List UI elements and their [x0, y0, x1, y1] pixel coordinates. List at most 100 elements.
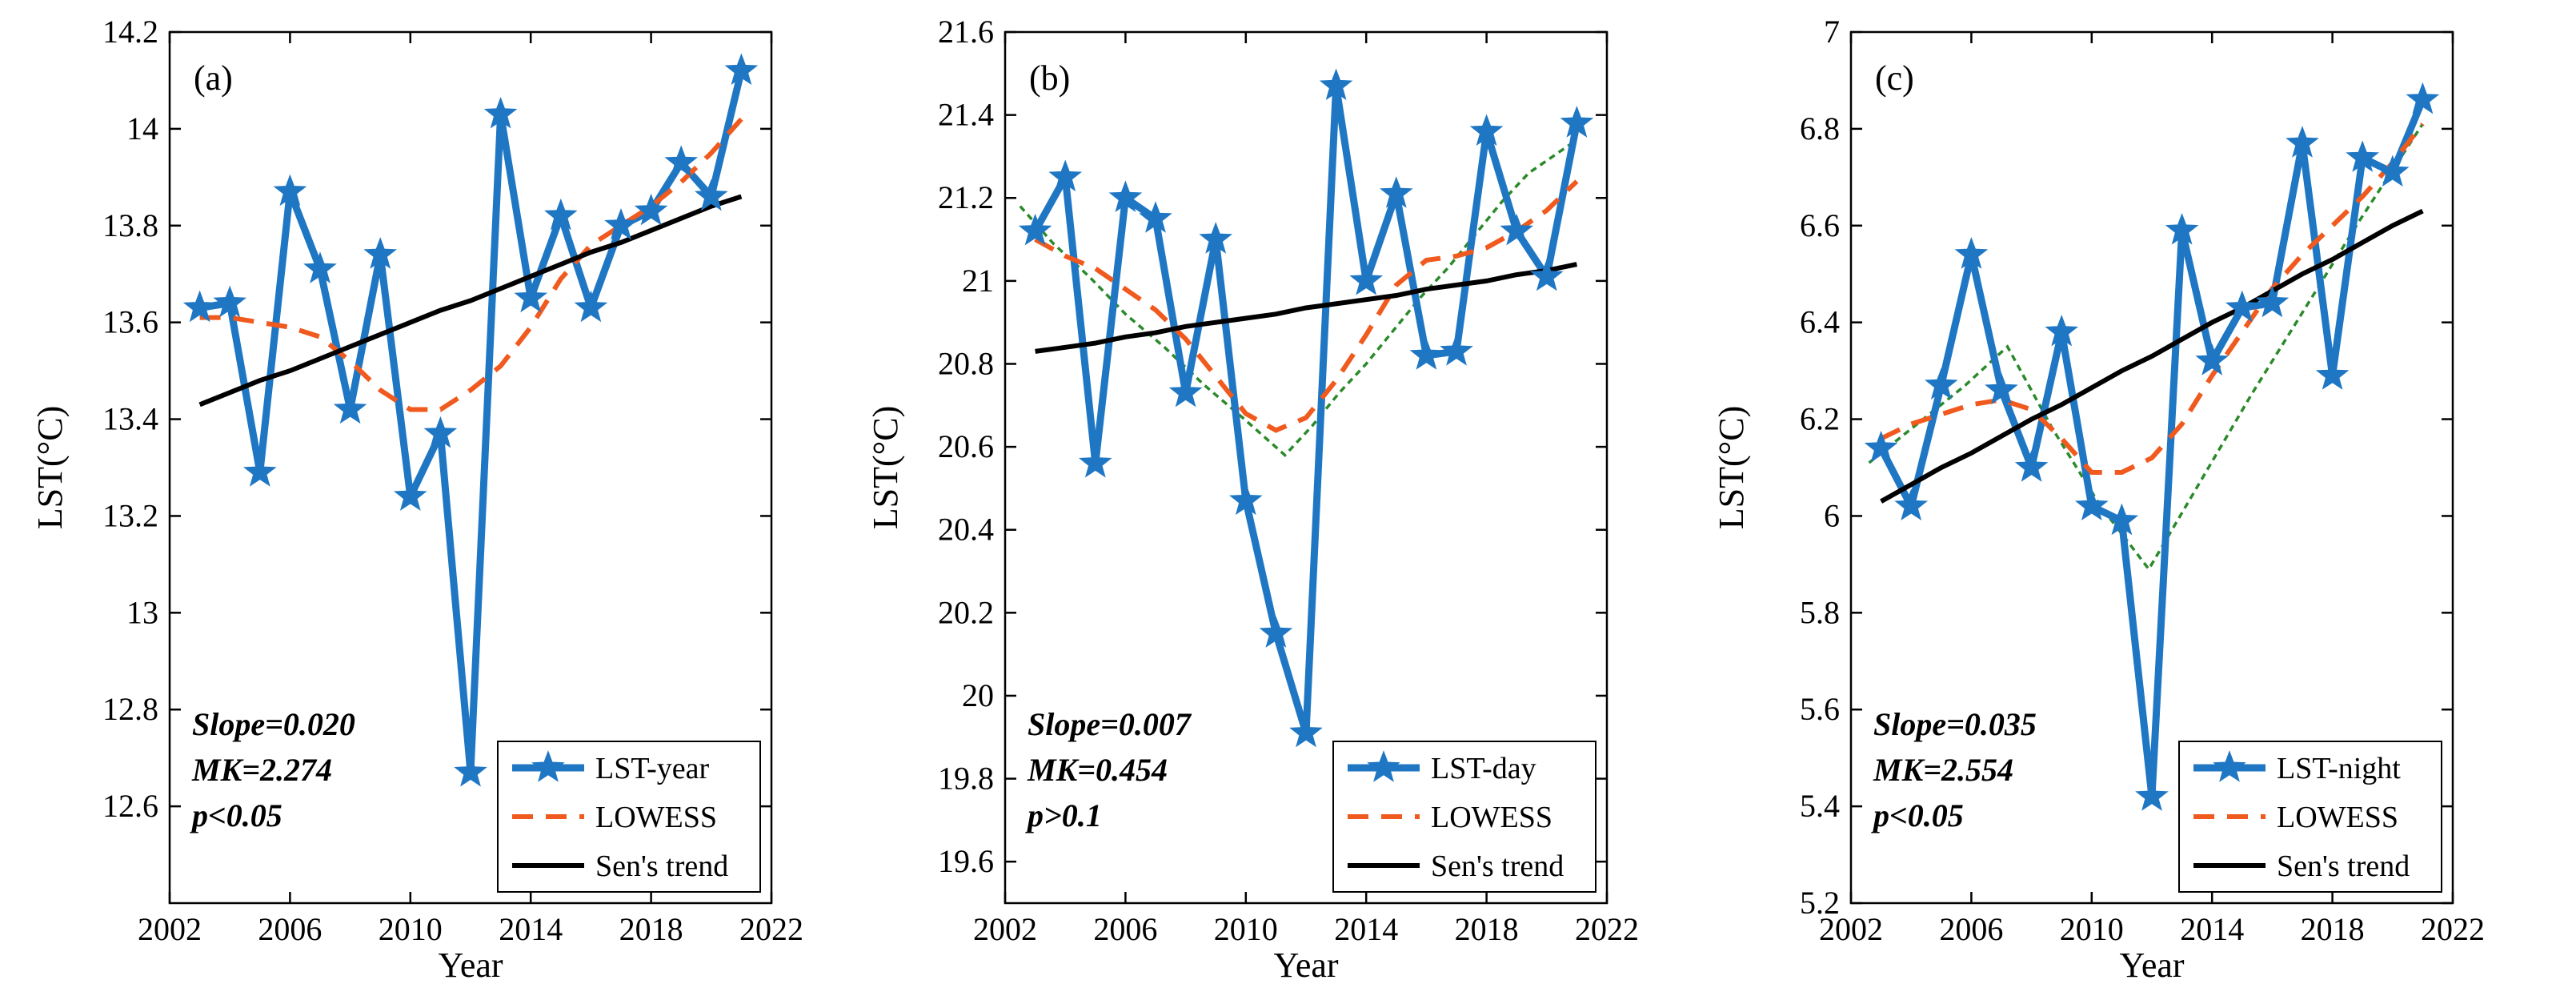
y-tick-label: 19.6: [938, 843, 994, 879]
data-point-marker: [1560, 106, 1594, 138]
piecewise-trend-line: [1019, 139, 1578, 457]
data-point-marker: [1440, 334, 1473, 366]
y-tick-label: 20: [962, 677, 994, 713]
y-tick-label: 5.6: [1800, 691, 1840, 727]
data-point-marker: [1168, 375, 1203, 408]
stat-annotation: p<0.05: [1871, 797, 1964, 833]
y-tick-label: 6.8: [1800, 110, 1840, 147]
data-point-marker: [1108, 180, 1143, 212]
data-point-marker: [303, 251, 337, 283]
data-point-marker: [514, 280, 548, 313]
data-point-marker: [2074, 488, 2109, 520]
y-tick-label: 13.8: [102, 207, 158, 243]
stat-annotation: Slope=0.007: [1028, 706, 1192, 742]
data-point-marker: [2014, 450, 2049, 482]
data-point-marker: [1469, 114, 1504, 147]
x-tick-label: 2002: [973, 911, 1037, 947]
data-point-marker: [1924, 367, 1958, 400]
y-tick-label: 5.4: [1800, 788, 1840, 824]
stat-annotation: Slope=0.035: [1873, 706, 2037, 742]
stat-annotation: p>0.1: [1025, 797, 1102, 833]
data-point-marker: [2255, 285, 2290, 318]
legend-label: LST-day: [1431, 752, 1536, 785]
data-point-marker: [2105, 503, 2139, 536]
data-point-marker: [2346, 140, 2380, 172]
x-axis-title: Year: [1273, 946, 1338, 985]
legend-label: LST-year: [595, 752, 709, 785]
y-tick-label: 13: [126, 594, 158, 630]
legend-label: LOWESS: [2277, 801, 2398, 834]
x-tick-label: 2022: [1575, 911, 1639, 947]
stat-annotation: MK=2.274: [191, 752, 332, 788]
y-tick-label: 12.6: [102, 788, 158, 824]
data-point-marker: [724, 53, 759, 85]
x-tick-label: 2018: [619, 911, 683, 947]
data-point-marker: [363, 237, 398, 269]
y-tick-label: 21.2: [938, 179, 994, 215]
panel-label: (c): [1875, 58, 1914, 98]
data-point-marker: [242, 455, 277, 487]
y-tick-label: 13.4: [102, 401, 158, 437]
data-point-marker: [2165, 212, 2199, 245]
chart-panel-3: 2002 2006 2010 2014 2018 2022 5.2 5.4 5.6 5.8 6 6.2…: [1712, 14, 2485, 985]
data-point-marker: [1894, 488, 1929, 520]
sens-trend-line: [1880, 208, 2424, 504]
data-point-marker: [1349, 263, 1384, 295]
data-point-marker: [454, 754, 487, 787]
x-tick-label: 2010: [379, 911, 443, 947]
chart-panel-1: 2002 2006 2010 2014 2018 2022 12.6 12.8 13 13.2 13…: [30, 14, 803, 985]
stat-annotation: p<0.05: [190, 797, 282, 833]
data-point-marker: [1139, 201, 1172, 233]
legend-label: Sen's trend: [595, 849, 728, 883]
legend-label: LOWESS: [1431, 801, 1552, 834]
y-axis-title: LST(°C): [1712, 406, 1751, 529]
y-tick-label: 13.6: [102, 304, 158, 340]
legend-label: LOWESS: [595, 801, 717, 834]
x-tick-label: 2018: [2301, 911, 2365, 947]
data-point-marker: [182, 290, 217, 323]
y-tick-label: 21.4: [938, 97, 994, 133]
y-tick-label: 6.6: [1800, 207, 1840, 243]
data-point-marker: [574, 290, 608, 323]
legend-label: Sen's trend: [2277, 849, 2410, 883]
data-point-marker: [1228, 483, 1263, 516]
data-point-marker: [423, 416, 458, 448]
stat-annotation: Slope=0.020: [192, 706, 355, 742]
data-point-marker: [2135, 779, 2169, 811]
y-tick-label: 21: [962, 263, 994, 299]
data-point-marker: [393, 479, 427, 511]
series-line-lst-year: [198, 70, 745, 777]
y-tick-label: 5.2: [1800, 885, 1840, 921]
y-tick-label: 20.2: [938, 594, 994, 630]
data-point-marker: [2406, 82, 2440, 114]
data-point-marker: [2225, 290, 2259, 323]
legend-label: LST-night: [2277, 752, 2401, 785]
x-tick-label: 2014: [1334, 911, 1398, 947]
data-point-marker: [1259, 616, 1293, 648]
stat-annotation: MK=0.454: [1027, 752, 1168, 788]
x-tick-label: 2002: [1819, 911, 1883, 947]
x-axis-title: Year: [2119, 946, 2184, 985]
x-tick-label: 2014: [499, 911, 563, 947]
data-point-marker: [2195, 343, 2229, 375]
data-point-marker: [1864, 430, 1898, 463]
x-tick-label: 2022: [739, 911, 803, 947]
data-point-marker: [1500, 213, 1534, 246]
x-tick-label: 2010: [2060, 911, 2124, 947]
data-point-marker: [213, 285, 247, 318]
data-point-marker: [1078, 445, 1112, 478]
plot-frame: [168, 30, 773, 905]
data-point-marker: [1199, 222, 1233, 254]
x-tick-label: 2018: [1455, 911, 1519, 947]
data-point-marker: [694, 179, 728, 211]
y-tick-label: 12.8: [102, 691, 158, 727]
y-tick-label: 14: [126, 110, 158, 147]
data-point-marker: [543, 198, 578, 231]
legend-label: Sen's trend: [1431, 849, 1564, 883]
data-point-marker: [1529, 259, 1564, 291]
y-tick-label: 5.8: [1800, 594, 1840, 630]
legend-star-marker: [1367, 750, 1400, 782]
y-tick-label: 20.8: [938, 345, 994, 381]
x-tick-label: 2006: [258, 911, 322, 947]
